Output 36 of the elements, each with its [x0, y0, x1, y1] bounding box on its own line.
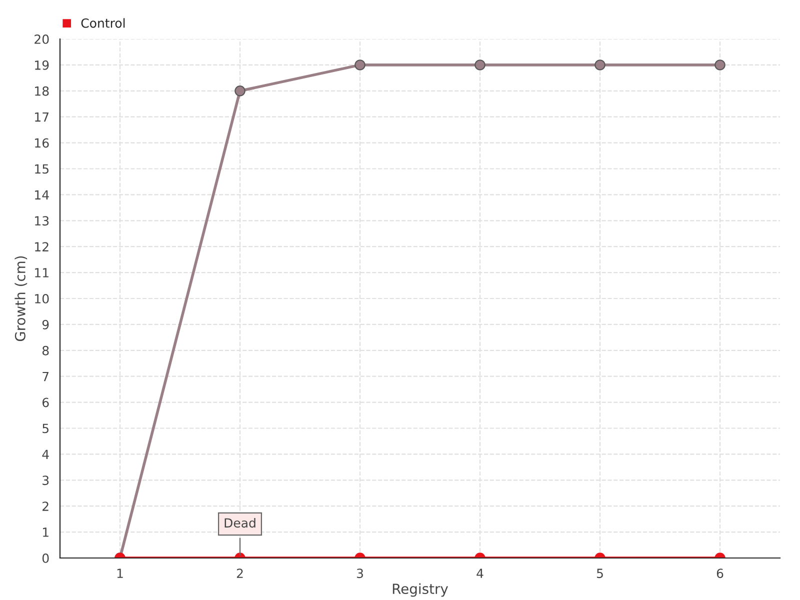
point [714, 60, 726, 70]
y-tick-label: 3 [42, 476, 49, 486]
x-tick-label: 4 [476, 568, 484, 578]
y-tick-label: 18 [35, 86, 49, 96]
y-tick-label: 17 [35, 112, 49, 122]
x-tick-label: 1 [117, 568, 123, 578]
y-tick-label: 4 [42, 450, 49, 459]
y-tick-label: 5 [42, 424, 48, 434]
x-axis-title: Registry [392, 583, 448, 597]
x-tick-label: 6 [716, 568, 724, 578]
point [234, 86, 246, 96]
point [594, 60, 606, 70]
y-tick-label: 7 [42, 372, 49, 382]
x-tick-label: 2 [236, 568, 243, 578]
y-tick-label: 14 [35, 190, 49, 200]
y-tick-label: 10 [35, 294, 49, 304]
y-tick-label: 13 [35, 216, 49, 226]
x-tick-label: 3 [356, 568, 363, 578]
y-tick-label: 0 [42, 553, 49, 563]
y-tick-label: 19 [35, 60, 49, 70]
y-tick-label: 2 [42, 502, 48, 511]
point [474, 60, 486, 70]
y-tick-label: 16 [35, 138, 49, 148]
y-tick-label: 11 [35, 268, 48, 278]
legend-label: Control [81, 18, 125, 28]
y-tick-label: 15 [35, 164, 48, 174]
y-tick-label: 8 [42, 346, 49, 356]
y-tick-label: 12 [35, 242, 48, 252]
y-tick-label: 20 [34, 34, 49, 44]
y-tick-label: 1 [43, 528, 48, 537]
y-tick-label: 6 [42, 398, 49, 408]
y-axis-title: Growth (cm) [14, 256, 28, 342]
point [354, 60, 366, 70]
y-tick-label: 9 [42, 320, 49, 330]
x-tick-label: 5 [596, 568, 603, 578]
annotation: Dead [224, 518, 256, 528]
